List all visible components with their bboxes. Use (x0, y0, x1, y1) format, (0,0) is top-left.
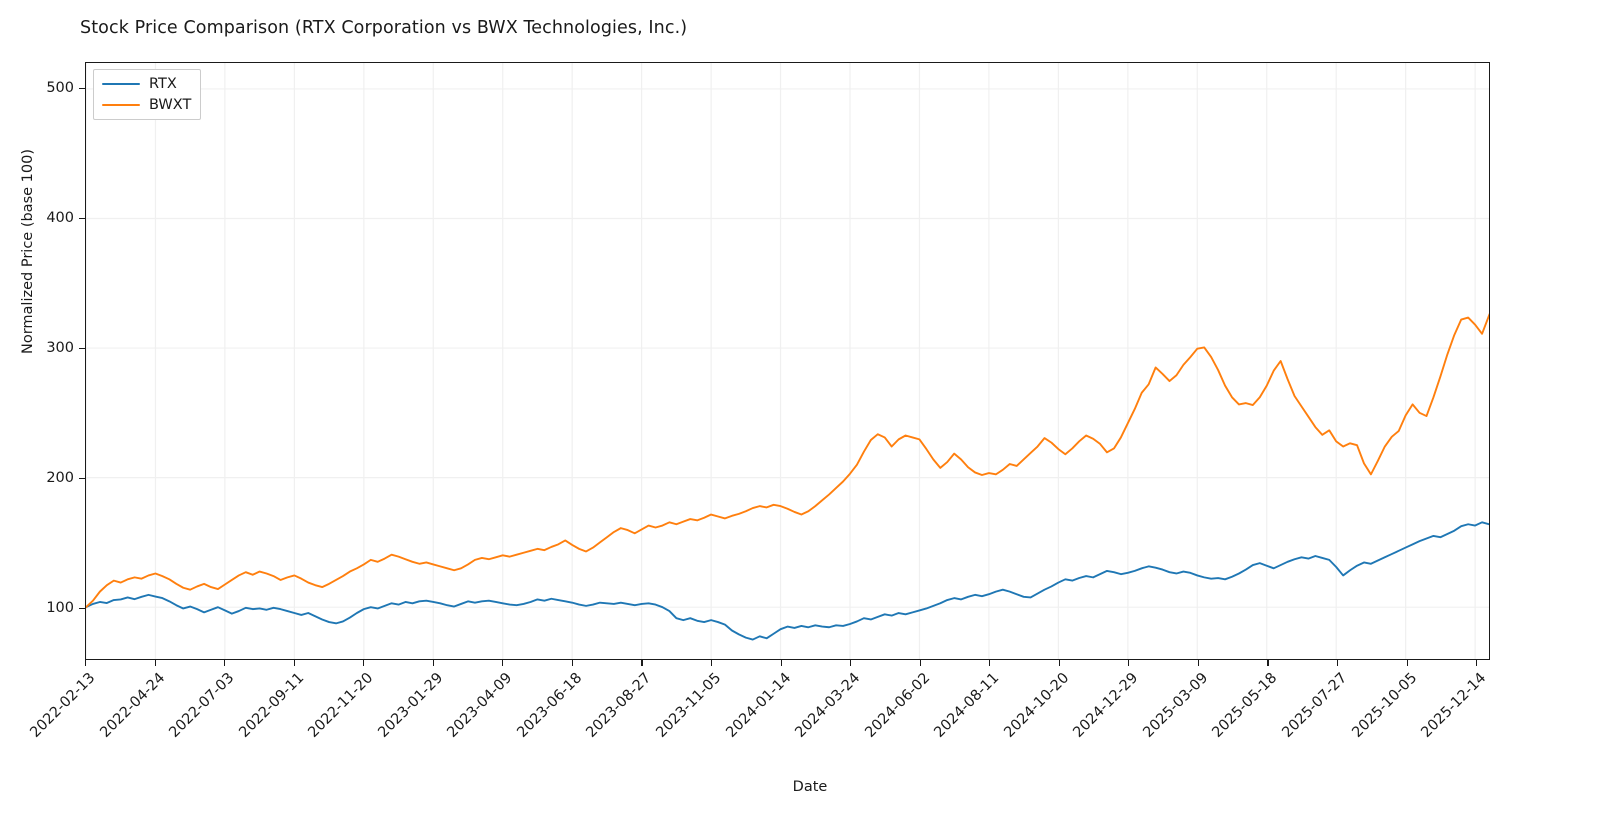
x-axis-tick-mark (710, 660, 713, 666)
x-axis-tick-mark (154, 660, 156, 666)
x-axis-tick-mark (502, 660, 504, 666)
x-axis-tick-mark (1336, 660, 1339, 666)
x-axis-tick-mark (293, 660, 295, 666)
x-axis-tick-mark (1267, 660, 1269, 666)
x-axis-tick-label: 2024-08-11 (931, 670, 1003, 741)
legend-label-bwxt: BWXT (149, 97, 192, 113)
x-axis-tick-label: 2024-03-24 (792, 670, 864, 741)
chart-title: Stock Price Comparison (RTX Corporation … (80, 18, 688, 38)
x-axis-tick-label: 2023-01-29 (375, 670, 447, 741)
x-axis-tick-label: 2023-04-09 (444, 670, 516, 741)
y-axis-tick-label: 500 (46, 80, 74, 96)
x-axis-tick-mark (1406, 660, 1408, 666)
x-axis-label: Date (792, 779, 828, 795)
x-axis-tick-mark (1197, 660, 1199, 666)
x-axis-tick-label: 2023-11-05 (653, 670, 725, 741)
y-axis-tick-label: 200 (46, 470, 74, 486)
x-axis-tick-mark (850, 660, 852, 666)
y-axis-tick-mark (79, 218, 85, 220)
x-axis-tick-label: 2024-01-14 (722, 670, 794, 741)
x-axis-tick-mark (1128, 660, 1130, 666)
y-axis-tick-mark (79, 88, 85, 90)
x-axis-tick-mark (432, 660, 434, 666)
y-axis-tick-labels: 100 200 300 400 500 (0, 62, 74, 660)
series-line-rtx (86, 463, 1489, 639)
x-axis-tick-mark (363, 660, 365, 666)
y-axis-tick-mark (79, 348, 85, 350)
x-axis-tick-label: 2022-09-11 (236, 670, 307, 741)
y-axis-tick-label: 100 (46, 600, 74, 616)
x-axis-tick-label: 2022-02-13 (27, 670, 99, 741)
x-axis-tick-label: 2022-11-20 (305, 670, 377, 741)
x-axis-tick-mark (1476, 660, 1478, 666)
x-axis-tick-mark (919, 660, 921, 666)
x-axis-tick-mark (224, 660, 226, 666)
x-axis-tick-mark (85, 660, 87, 666)
legend-swatch-rtx (102, 82, 140, 86)
x-axis-tick-label: 2025-10-05 (1348, 670, 1420, 741)
x-axis-tick-label: 2025-12-14 (1418, 670, 1490, 741)
x-axis-tick-label: 2022-07-03 (166, 670, 238, 741)
x-axis-tick-label: 2024-12-29 (1070, 670, 1142, 741)
y-axis-tick-label: 300 (46, 340, 74, 356)
y-axis-tick-label: 400 (46, 210, 74, 226)
x-axis-tick-label: 2022-04-24 (96, 670, 168, 741)
y-axis-tick-mark (79, 608, 85, 610)
chart-legend: RTX BWXT (93, 69, 202, 120)
plot-svg (86, 63, 1489, 659)
plot-area (85, 62, 1490, 660)
x-axis-tick-label: 2025-07-27 (1279, 670, 1351, 741)
y-axis-tick-mark (79, 478, 85, 480)
series-line-bwxt (86, 98, 1489, 607)
x-axis-tick-mark (989, 660, 991, 666)
legend-swatch-bwxt (102, 103, 140, 107)
x-axis-tick-mark (780, 660, 782, 666)
x-axis-tick-label: 2025-05-18 (1209, 670, 1281, 741)
x-axis-tick-mark (1058, 660, 1060, 666)
x-axis-tick-mark (641, 660, 643, 666)
x-axis-tick-label: 2023-06-18 (514, 670, 586, 741)
legend-label-rtx: RTX (149, 76, 177, 92)
legend-item-bwxt: BWXT (102, 97, 191, 113)
x-axis-tick-label: 2025-03-09 (1140, 670, 1212, 741)
x-axis-tick-label: 2024-06-02 (862, 670, 933, 741)
x-axis-tick-label: 2024-10-20 (1001, 670, 1073, 741)
x-axis-tick-label: 2023-08-27 (583, 670, 655, 741)
legend-item-rtx: RTX (102, 76, 191, 92)
x-axis-tick-mark (571, 660, 573, 666)
